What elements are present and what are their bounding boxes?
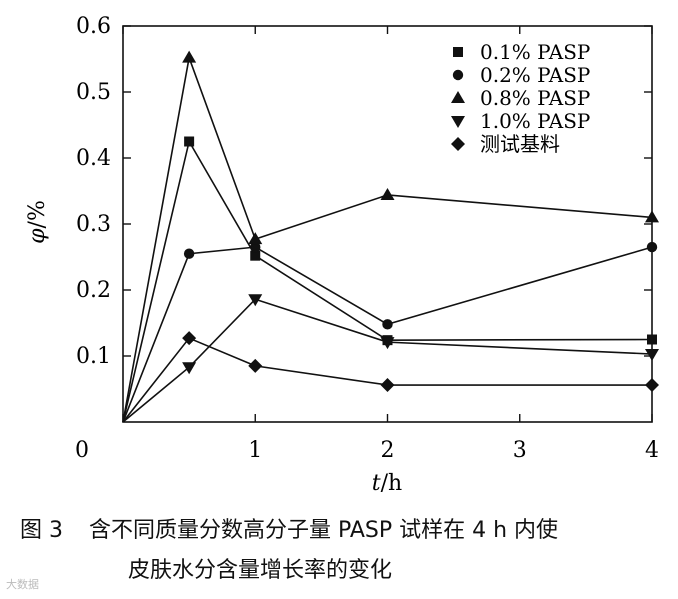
- y-tick-group: 0.1 0.2 0.3 0.4 0.5 0.6: [76, 14, 652, 369]
- data-point: [380, 378, 395, 393]
- x-tick-label: 1: [248, 438, 262, 463]
- y-axis-label: φ/%: [25, 200, 50, 244]
- caption-text-1: 含不同质量分数高分子量 PASP 试样在 4 h 内使: [89, 518, 559, 543]
- y-tick-label: 0.5: [76, 80, 111, 105]
- data-point: [645, 349, 659, 362]
- series-group: [122, 50, 659, 423]
- series-5: [122, 331, 659, 423]
- data-point: [250, 250, 261, 261]
- legend-marker: [451, 137, 465, 151]
- y-tick-label: 0.6: [76, 14, 111, 39]
- legend-marker: [451, 91, 465, 103]
- x-tick-label: 2: [381, 438, 395, 463]
- data-point: [250, 241, 261, 253]
- series-4: [122, 294, 659, 423]
- watermark: 大数据: [6, 578, 39, 591]
- data-point: [382, 319, 393, 330]
- data-point: [182, 50, 197, 63]
- y-axis-label-unit: /%: [25, 200, 50, 228]
- y-tick-label: 0.3: [76, 212, 111, 237]
- data-point: [248, 294, 263, 307]
- data-point: [182, 362, 197, 375]
- legend-item: 0.1% PASP: [453, 40, 590, 64]
- y-axis-label-symbol: φ: [25, 228, 50, 244]
- legend-marker: [452, 69, 464, 81]
- data-point: [645, 378, 659, 393]
- data-point: [248, 358, 263, 373]
- data-point: [646, 241, 658, 253]
- x-tick-group: 1 2 3 4: [122, 26, 659, 463]
- data-point: [645, 210, 659, 223]
- legend-marker: [453, 47, 463, 57]
- y-tick-label: 0.1: [76, 344, 111, 369]
- data-point: [248, 232, 263, 245]
- legend-item: 1.0% PASP: [451, 109, 590, 133]
- data-point: [380, 187, 395, 200]
- legend-label: 0.8% PASP: [480, 86, 590, 110]
- x-axis-label-unit: /h: [381, 471, 403, 496]
- x-axis-label: t/h: [372, 471, 402, 496]
- legend-item: 0.8% PASP: [451, 86, 590, 110]
- legend-label: 1.0% PASP: [480, 109, 590, 133]
- x-axis-label-symbol: t: [372, 471, 381, 496]
- origin-label: 0: [75, 438, 89, 463]
- data-point: [380, 337, 395, 350]
- legend-marker: [451, 116, 465, 128]
- data-point: [184, 136, 195, 147]
- series-3: [122, 50, 659, 423]
- series-2: [122, 241, 658, 423]
- series-line: [122, 246, 653, 423]
- x-tick-label: 3: [513, 438, 527, 463]
- x-tick-label: 4: [645, 438, 659, 463]
- data-point: [183, 248, 195, 259]
- figure-number: 图 3: [20, 518, 63, 543]
- legend-item: 测试基料: [451, 132, 560, 156]
- y-tick-label: 0.2: [76, 278, 111, 303]
- legend-item: 0.2% PASP: [452, 63, 590, 87]
- data-point: [182, 331, 197, 346]
- y-tick-label: 0.4: [76, 146, 111, 171]
- legend-label: 测试基料: [480, 132, 560, 156]
- legend-label: 0.2% PASP: [480, 63, 590, 87]
- data-point: [647, 334, 657, 345]
- series-1: [122, 136, 657, 423]
- figure-caption-line-1: 图 3 含不同质量分数高分子量 PASP 试样在 4 h 内使: [20, 512, 678, 544]
- figure-caption-line-2: 皮肤水分含量增长率的变化: [128, 558, 393, 583]
- legend-label: 0.1% PASP: [480, 40, 590, 64]
- series-line: [122, 298, 653, 423]
